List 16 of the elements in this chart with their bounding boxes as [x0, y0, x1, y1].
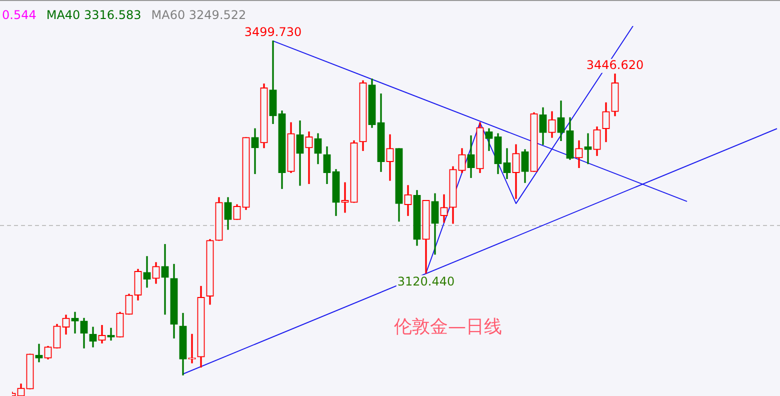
text: MA40 3316.583: [46, 8, 142, 22]
candlestick: [143, 256, 151, 288]
candlestick: [161, 244, 169, 315]
annotation: 3120.440: [397, 274, 455, 288]
candlestick: [71, 312, 79, 334]
text: 0.544: [2, 8, 36, 22]
candlestick: [188, 334, 196, 364]
text: MA60 3249.522: [151, 8, 246, 22]
text: 伦敦金—日线: [394, 316, 502, 338]
candlestick: [305, 131, 313, 184]
annotation: 3499.730: [244, 25, 302, 40]
candlestick: [35, 344, 43, 362]
annotation: 3446.620: [586, 58, 644, 72]
candlestick: [341, 182, 349, 213]
candlestick: [584, 133, 592, 164]
candlestick: [251, 128, 259, 174]
